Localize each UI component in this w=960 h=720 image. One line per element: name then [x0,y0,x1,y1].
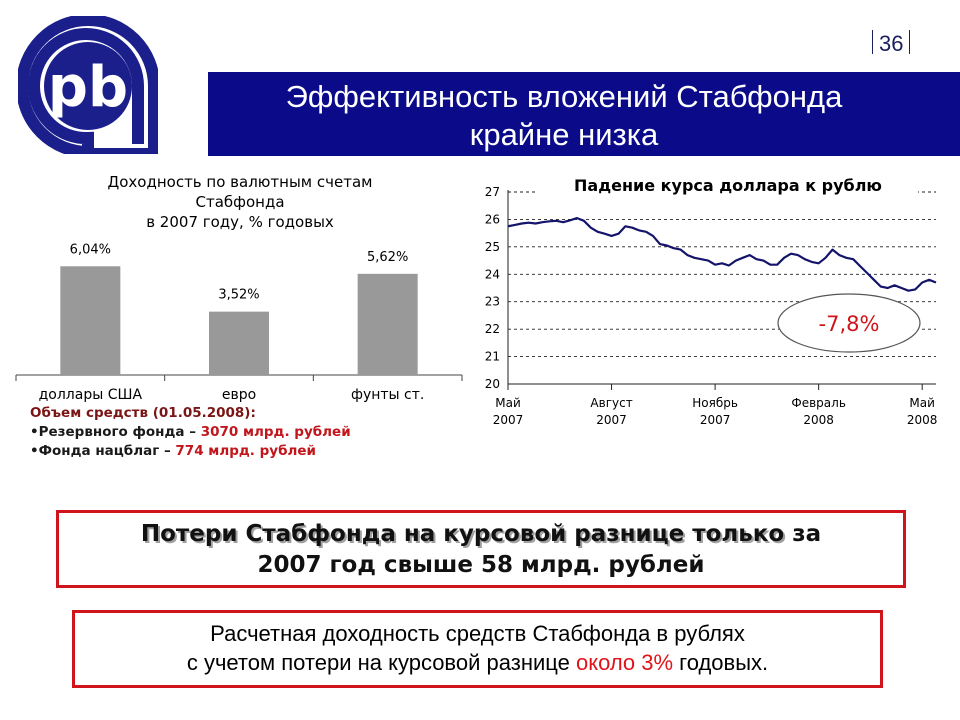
pb-logo-icon: pb [18,16,158,154]
page-title-line2: крайне низка [469,117,659,152]
loss-callout-emphasis: Потери Стабфонда на курсовой разнице тол… [140,521,785,547]
yield-callout-pre: с учетом потери на курсовой разнице [186,650,576,675]
title-banner: Эффективность вложений Стабфонда крайне … [208,72,960,156]
line-chart-x-tick-label: Февраль [791,396,846,410]
loss-callout-line1: Потери Стабфонда на курсовой разнице тол… [59,519,903,550]
fund-volume-item-welfare: •Фонда нацблаг – 774 млрд. рублей [30,442,470,461]
line-chart-y-tick-label: 20 [485,377,500,391]
line-chart-x-tick-label: 2007 [493,413,524,427]
line-chart-y-tick-label: 22 [485,322,500,336]
bar-category-label: евро [222,387,256,403]
decline-annotation-ellipse [777,293,921,353]
bar-chart: 6,04% доллары США 3,52% евро 5,62% фунты ст. [15,242,463,403]
line-chart-y-tick-label: 26 [485,212,500,226]
fund-volume-item-reserve-label: •Резервного фонда – [30,424,201,440]
page-number: 36 [866,30,916,57]
yield-callout-line1: Расчетная доходность средств Стабфонда в… [210,621,745,646]
bar-chart-title: Доходность по валютным счетам Стабфонда … [40,172,440,232]
yield-callout-post: годовых. [673,650,769,675]
line-chart-x-tick-label: Ноябрь [692,396,738,410]
bar-2 [357,273,418,375]
line-chart-y-tick-label: 23 [485,295,500,309]
bar-chart-title-line2: Стабфонда [195,193,285,211]
line-chart-x-tick-label: Май [495,396,521,410]
line-chart-x-tick-label: Май [909,396,935,410]
bar-value-label: 5,62% [367,250,408,265]
bar-chart-title-line3: в 2007 году, % годовых [146,213,334,231]
fund-volume: Объем средств (01.05.2008): •Резервного … [30,404,470,461]
usd-rub-rate-line [507,217,937,292]
line-chart-y-tick-label: 21 [485,350,500,364]
page-title-line1: Эффективность вложений Стабфонда [285,79,843,114]
bar-1 [209,311,269,375]
line-chart-x-tick-label: 2008 [907,413,938,427]
bar-value-label: 3,52% [218,288,259,303]
line-chart-y-tick-label: 24 [485,267,500,281]
loss-callout: Потери Стабфонда на курсовой разнице тол… [56,510,906,588]
bar-category-label: фунты ст. [351,387,424,403]
decline-annotation-label: -7,8% [819,312,880,336]
loss-callout-line2: 2007 год свыше 58 млрд. рублей [257,552,705,578]
fund-volume-item-reserve-value: 3070 млрд. рублей [200,424,351,440]
page-number-text: 36 [879,31,904,56]
fund-volume-item-welfare-label: •Фонда нацблаг – [30,443,176,459]
line-chart-y-tick-label: 25 [485,240,500,254]
line-chart-x-tick-label: 2007 [596,413,627,427]
line-chart-x-tick-label: 2008 [803,413,834,427]
page-title: Эффективность вложений Стабфонда крайне … [208,78,920,154]
bar-chart-title-line1: Доходность по валютным счетам [107,173,373,191]
line-chart-title: Падение курса доллара к рублю [574,176,882,195]
yield-callout-line2: с учетом потери на курсовой разнице окол… [75,648,880,677]
svg-text:pb: pb [48,55,128,120]
loss-callout-tail: за [784,521,822,547]
line-chart: 20 21 22 23 24 25 26 27 Май 2007 Август 2007 Ноябрь 2… [485,174,938,427]
fund-volume-item-welfare-value: 774 млрд. рублей [175,443,316,459]
fund-volume-item-reserve: •Резервного фонда – 3070 млрд. рублей [30,423,470,442]
bar-category-label: доллары США [39,387,143,403]
line-chart-x-tick-label: Август [590,396,632,410]
bar-value-label: 6,04% [70,242,111,257]
bar-0 [60,266,121,375]
yield-callout: Расчетная доходность средств Стабфонда в… [72,610,883,688]
line-chart-title-backing [538,174,918,196]
line-chart-x-tick-label: 2007 [700,413,731,427]
yield-callout-value: около 3% [575,650,674,675]
fund-volume-heading: Объем средств (01.05.2008): [30,405,256,421]
line-chart-y-tick-label: 27 [485,185,500,199]
